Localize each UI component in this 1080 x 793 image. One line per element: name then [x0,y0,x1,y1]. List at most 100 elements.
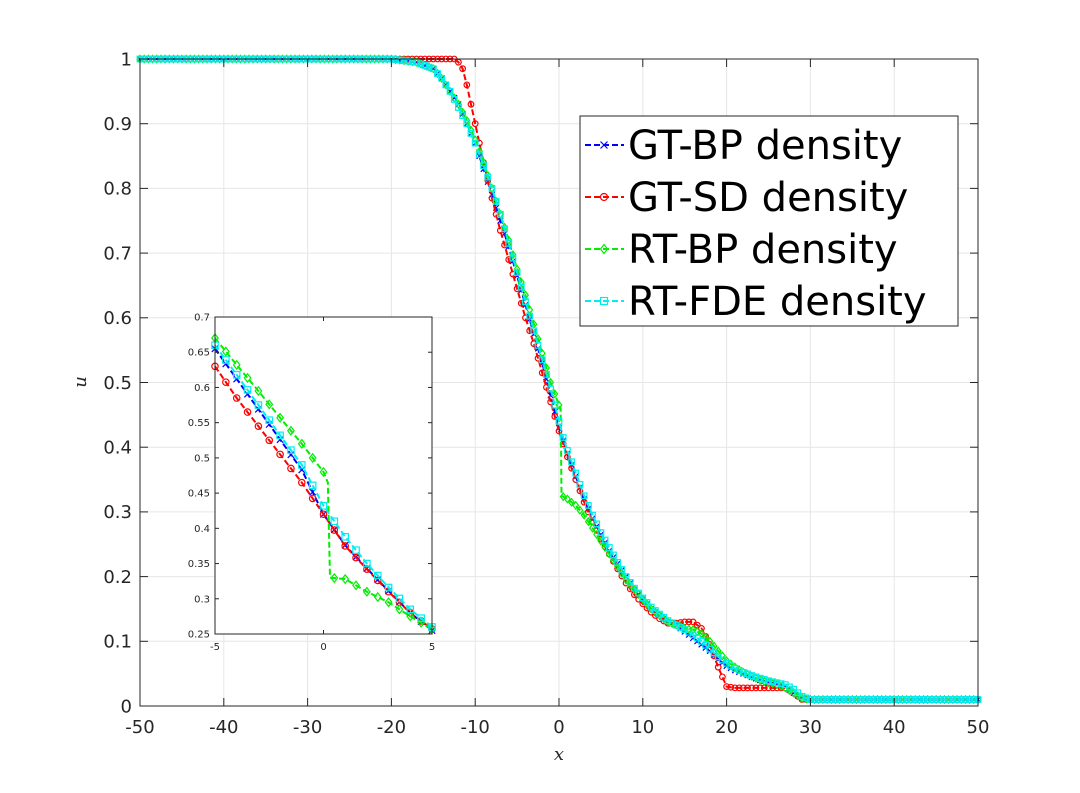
data-point [572,469,580,477]
data-point [622,575,630,585]
data-point [222,378,230,386]
data-point [706,645,714,653]
inset-ticks: -5 0 5 0.25 0.3 0.35 0.4 0.45 0.5 0.55 0.6 0.65 0.7 [188,313,435,654]
data-point [815,696,823,703]
data-point [319,466,328,478]
legend-item-rt-bp-density: RT-BP density [585,227,898,273]
data-point [773,679,781,687]
data-point [551,389,559,399]
data-point [689,618,697,626]
x-axis-label: x [554,744,564,765]
data-point [232,359,241,371]
x-tick-label: -20 [377,717,406,738]
data-point [308,481,317,490]
data-point [434,70,441,77]
data-point [492,210,500,218]
data-point [899,696,906,703]
data-point [442,80,450,90]
data-point [794,689,802,697]
data-point [404,57,412,65]
legend-marker [599,243,609,255]
data-point [915,696,923,703]
data-point [748,684,756,692]
data-point [425,63,433,71]
data-point [341,532,350,541]
data-point [254,401,263,409]
data-point [777,680,785,688]
data-point [363,565,371,573]
data-point [463,81,471,89]
data-point [848,696,856,703]
data-point [221,346,230,357]
y-tick-label: 0.3 [103,502,132,523]
data-point [406,605,415,614]
data-point [488,183,496,194]
data-point [395,594,404,603]
legend-label: RT-BP density [628,227,898,273]
data-point [857,696,865,703]
data-point [543,371,550,378]
x-tick-label: -40 [209,717,238,738]
data-point [484,173,492,181]
data-point [706,636,714,646]
data-point [384,583,393,592]
data-point [576,481,584,488]
data-point [276,431,284,440]
data-point [265,436,274,445]
x-tick-label: -10 [460,717,489,738]
data-point [580,492,588,500]
data-point [840,696,848,703]
data-point [496,210,504,218]
y-tick-label: 0 [121,696,132,717]
data-point [568,458,575,466]
data-point [635,589,643,600]
data-point [802,694,810,702]
data-point [509,270,517,278]
y-tick-label: 0.65 [188,348,210,359]
data-point [790,685,798,693]
data-point [647,603,655,611]
x-tick-label: 10 [631,717,654,738]
data-point [526,312,534,320]
series-line-rt-bp-density [214,337,433,630]
data-point [330,526,339,534]
data-point [584,502,592,509]
y-tick-label: 0.1 [103,632,132,653]
data-point [243,408,252,416]
data-point [953,696,961,703]
y-tick-label: 0.6 [103,308,132,329]
data-point [882,696,890,703]
y-tick-label: 1 [121,49,132,70]
data-point [341,573,350,585]
legend-label: GT-SD density [628,175,908,221]
data-point [727,683,735,691]
data-point [710,649,718,657]
data-point [406,611,415,622]
data-point [538,369,546,377]
legend-box [579,115,959,327]
data-point [243,386,252,394]
data-point [492,197,500,205]
data-point [438,73,446,84]
data-point [601,536,609,544]
data-point [538,356,546,364]
data-point [744,684,751,692]
data-point [702,632,710,643]
data-point [651,607,659,614]
data-point [400,57,408,65]
data-point [643,599,651,609]
data-point [605,544,613,551]
data-point [756,674,764,682]
data-point [739,684,747,692]
data-point [459,65,467,73]
data-point [417,614,425,622]
legend-item-gt-sd-density: GT-SD density [585,175,908,221]
data-point [861,696,869,703]
data-point [610,551,617,559]
data-point [962,696,969,703]
data-point [907,696,915,703]
data-point [459,112,467,120]
x-tick-label: -50 [125,717,154,738]
data-point [752,673,760,681]
data-point [287,464,295,473]
